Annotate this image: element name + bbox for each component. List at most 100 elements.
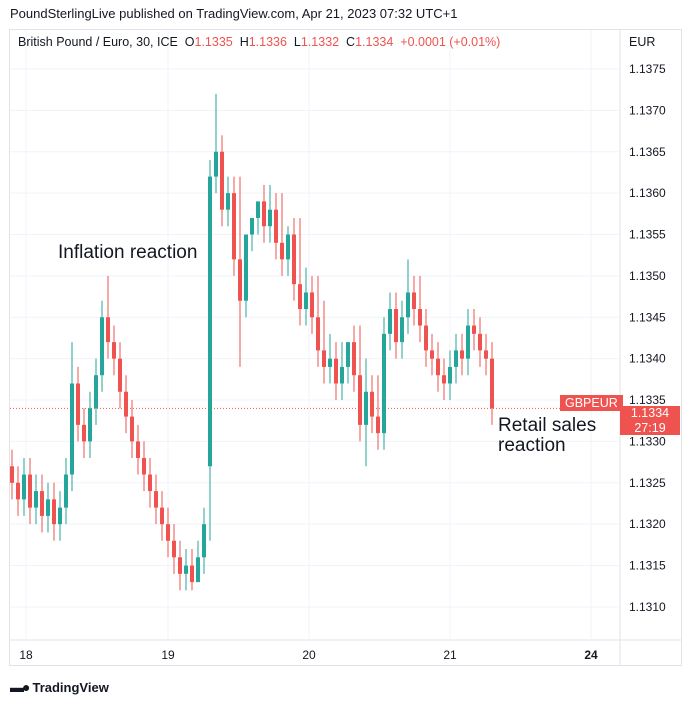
candle-body bbox=[154, 491, 158, 508]
candle-body bbox=[388, 309, 392, 334]
close-label: C bbox=[346, 35, 356, 49]
candle-body bbox=[262, 201, 266, 227]
candle-body bbox=[10, 466, 14, 483]
candle-body bbox=[64, 474, 68, 508]
chart-frame bbox=[9, 29, 682, 666]
candle-body bbox=[292, 234, 296, 285]
candle-body bbox=[478, 333, 482, 351]
candle-body bbox=[238, 259, 242, 301]
high-value: 1.1336 bbox=[248, 35, 287, 49]
candle-body bbox=[394, 309, 398, 343]
candle-body bbox=[340, 366, 344, 384]
candle-body bbox=[184, 565, 188, 574]
annotation-retail-1: Retail sales bbox=[498, 415, 597, 436]
candle-body bbox=[256, 201, 260, 218]
candle-body bbox=[400, 317, 404, 343]
annotation-retail-2: reaction bbox=[498, 435, 566, 456]
candle-body bbox=[118, 358, 122, 392]
candle-body bbox=[130, 416, 134, 442]
candle-body bbox=[436, 358, 440, 376]
candle-body bbox=[370, 391, 374, 417]
candle-body bbox=[448, 366, 452, 384]
candle-body bbox=[454, 350, 458, 367]
bar-countdown: 27:19 bbox=[634, 420, 666, 435]
candle-body bbox=[52, 499, 56, 525]
candle-body bbox=[358, 375, 362, 425]
candle-body bbox=[190, 565, 194, 583]
candle-body bbox=[226, 193, 230, 210]
currency-label: EUR bbox=[629, 35, 656, 49]
candle-body bbox=[82, 424, 86, 442]
candle-body bbox=[322, 350, 326, 367]
high-label: H bbox=[239, 35, 249, 49]
candle-body bbox=[124, 391, 128, 417]
candle-body bbox=[412, 292, 416, 310]
candle-body bbox=[334, 358, 338, 384]
x-tick-label: 20 bbox=[302, 648, 316, 662]
candle-body bbox=[280, 242, 284, 260]
candle-body bbox=[148, 474, 152, 492]
close-value: 1.1334 bbox=[355, 35, 394, 49]
candle-body bbox=[466, 325, 470, 359]
tradingview-logo-icon: ▬● bbox=[10, 679, 31, 695]
symbol-tag: GBPEUR bbox=[560, 395, 623, 411]
candle-body bbox=[202, 524, 206, 558]
candle-body bbox=[76, 383, 80, 425]
candle-body bbox=[100, 317, 104, 376]
y-tick-label: 1.1340 bbox=[629, 352, 666, 366]
y-tick-label: 1.1335 bbox=[629, 393, 666, 407]
candle-body bbox=[232, 193, 236, 260]
y-tick-label: 1.1345 bbox=[629, 310, 666, 324]
y-tick-label: 1.1370 bbox=[629, 103, 666, 117]
candle-body bbox=[430, 350, 434, 359]
candle-body bbox=[286, 234, 290, 260]
candle-body bbox=[274, 209, 278, 243]
y-tick-label: 1.1325 bbox=[629, 476, 666, 490]
open-label: O bbox=[184, 35, 195, 49]
candle-body bbox=[316, 317, 320, 351]
candle-body bbox=[22, 474, 26, 500]
candle-body bbox=[70, 383, 74, 475]
candle-body bbox=[250, 217, 254, 235]
brand-label: TradingView bbox=[32, 679, 109, 695]
candle-body bbox=[442, 375, 446, 384]
candle-body bbox=[424, 325, 428, 351]
y-tick-label: 1.1355 bbox=[629, 228, 666, 242]
candle-body bbox=[16, 482, 20, 500]
x-tick-label: 21 bbox=[443, 648, 457, 662]
candle-body bbox=[460, 350, 464, 359]
candle-body bbox=[58, 507, 62, 525]
candle-body bbox=[106, 317, 110, 343]
candle-body bbox=[46, 499, 50, 516]
candle-body bbox=[34, 491, 38, 508]
open-value: 1.1335 bbox=[194, 35, 233, 49]
y-tick-label: 1.1330 bbox=[629, 434, 666, 448]
ohlc-legend: British Pound / Euro, 30, ICE O1.1335 H1… bbox=[18, 35, 500, 49]
candle-body bbox=[310, 292, 314, 318]
publisher-line: PoundSterlingLive published on TradingVi… bbox=[10, 6, 458, 21]
last-price-tag: 1.1334 27:19 bbox=[620, 406, 680, 435]
y-tick-label: 1.1310 bbox=[629, 600, 666, 614]
candle-body bbox=[88, 408, 92, 442]
candle-body bbox=[220, 151, 224, 210]
candle-body bbox=[178, 557, 182, 574]
x-tick-label: 18 bbox=[19, 648, 33, 662]
candle-body bbox=[94, 375, 98, 409]
candle-body bbox=[382, 333, 386, 434]
x-tick-label: 24 bbox=[584, 648, 598, 662]
candle-body bbox=[406, 292, 410, 318]
candle-body bbox=[352, 342, 356, 376]
candle-body bbox=[472, 325, 476, 334]
candle-body bbox=[112, 342, 116, 359]
y-tick-label: 1.1360 bbox=[629, 186, 666, 200]
candle-body bbox=[208, 176, 212, 467]
candle-body bbox=[166, 524, 170, 541]
tradingview-logo[interactable]: ▬● TradingView bbox=[10, 679, 109, 695]
candle-body bbox=[40, 491, 44, 516]
candle-body bbox=[244, 234, 248, 301]
candle-body bbox=[172, 540, 176, 558]
candle-body bbox=[214, 151, 218, 177]
candle-body bbox=[490, 358, 494, 409]
